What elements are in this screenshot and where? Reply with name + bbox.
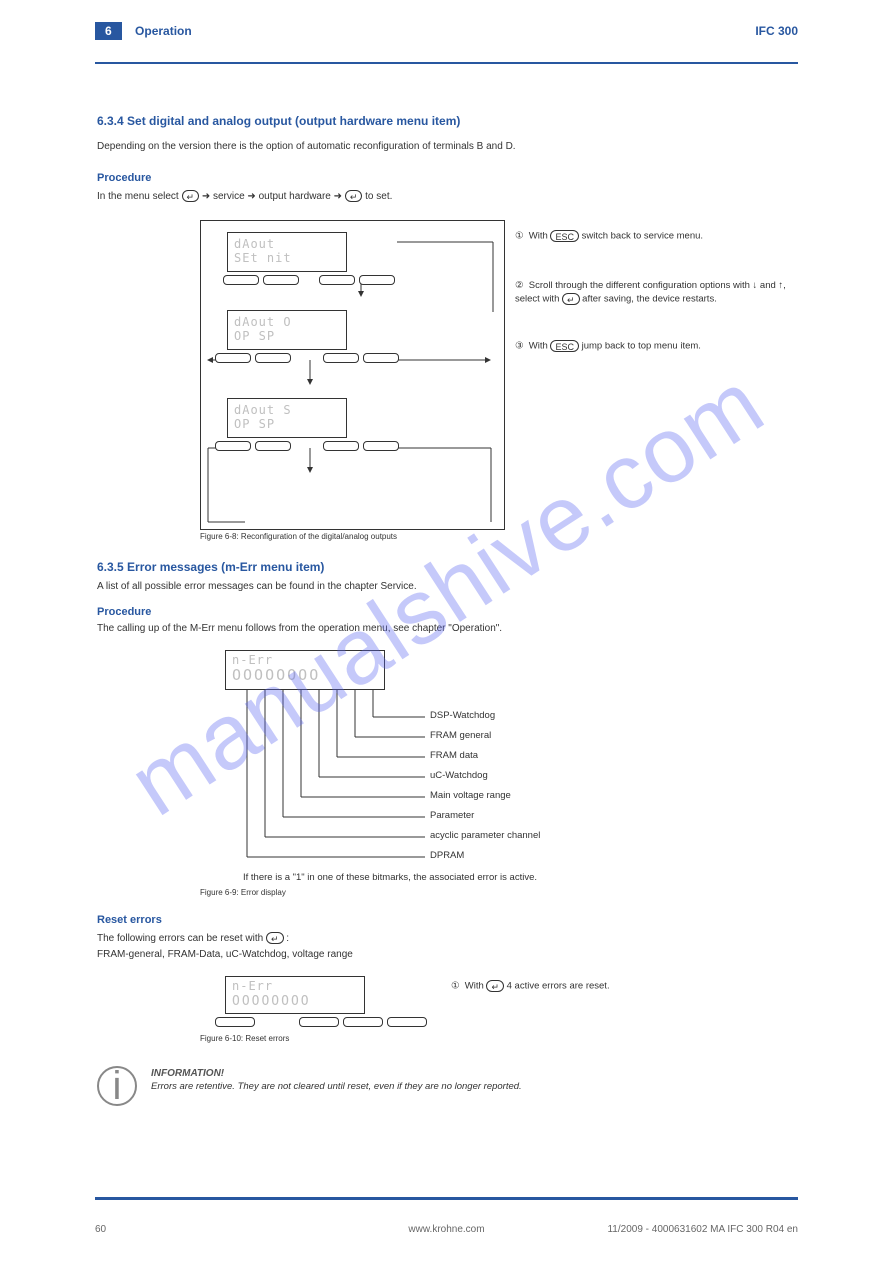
- fig1-caption: Figure 6-8: Reconfiguration of the digit…: [200, 532, 397, 541]
- fig3-btn-1: [215, 1017, 255, 1027]
- fig1-lcd-3-l1: dAout S: [234, 403, 340, 417]
- info-icon: i: [97, 1066, 137, 1106]
- procedure-heading-2: Procedure: [97, 606, 151, 618]
- key-enter-4: ↵: [266, 932, 284, 944]
- fig3-btn-2: [299, 1017, 339, 1027]
- fig2-label-8: DPRAM: [430, 850, 464, 863]
- fig1-btn-3-1: [215, 441, 251, 451]
- header-right: IFC 300: [755, 24, 798, 38]
- section-2-intro: A list of all possible error messages ca…: [97, 580, 797, 594]
- section-3-line2: FRAM-general, FRAM-Data, uC-Watchdog, vo…: [97, 948, 797, 962]
- fig3-lcd-l2: OOOOOOOO: [232, 993, 358, 1010]
- fig3-btn-3: [343, 1017, 383, 1027]
- info-box: i INFORMATION! Errors are retentive. The…: [97, 1066, 797, 1106]
- fig1-btn-3-4: [363, 441, 399, 451]
- fig3-caption-label: Figure 6-10:: [200, 1034, 243, 1043]
- fig1-btn-2-4: [363, 353, 399, 363]
- fig2-label-3: FRAM data: [430, 750, 478, 763]
- fig2-legend: If there is a "1" in one of these bitmar…: [243, 872, 783, 885]
- fig1-btn-2-3: [323, 353, 359, 363]
- header-left: 6 Operation: [95, 24, 192, 38]
- fig1-btn-2-2: [255, 353, 291, 363]
- fig1-caption-label: Figure 6-8:: [200, 532, 239, 541]
- footer-center: www.krohne.com: [408, 1224, 484, 1235]
- fig1-lcd-1-l1: dAout: [234, 237, 340, 251]
- header-left-text: Operation: [135, 24, 192, 38]
- procedure-line: In the menu select ↵ ➜ service ➜ output …: [97, 190, 797, 204]
- header-rule: [95, 62, 798, 64]
- fig2-lcd: n-Err OOOOOOOO: [225, 650, 385, 690]
- fig1-lcd-3-l2: OP SP: [234, 417, 340, 431]
- header-badge: 6: [95, 22, 122, 40]
- fig2-label-7: acyclic parameter channel: [430, 830, 540, 843]
- fig1-lcd-1-l2: SEt nit: [234, 251, 340, 265]
- section-2-proc: The calling up of the M-Err menu follows…: [97, 622, 797, 636]
- footer-right: 11/2009 - 4000631602 MA IFC 300 R04 en: [607, 1224, 798, 1235]
- fig1-btn-2-1: [215, 353, 251, 363]
- procedure-heading-1: Procedure: [97, 172, 151, 184]
- info-content: INFORMATION! Errors are retentive. They …: [151, 1066, 522, 1094]
- page: 6 Operation IFC 300 6.3.4 Set digital an…: [95, 62, 798, 1200]
- fig3-btn-4: [387, 1017, 427, 1027]
- key-enter-3: ↵: [562, 293, 580, 305]
- fig1-lcd-3: dAout S OP SP: [227, 398, 347, 438]
- section-3-line1: The following errors can be reset with ↵…: [97, 932, 797, 946]
- fig2-label-1: DSP-Watchdog: [430, 710, 495, 723]
- fig2-label-4: uC-Watchdog: [430, 770, 488, 783]
- fig1-lcd-2: dAout O OP SP: [227, 310, 347, 350]
- fig2-caption: Figure 6-9: Error display: [200, 888, 286, 897]
- section-1-title: 6.3.4 Set digital and analog output (out…: [97, 114, 460, 128]
- fig1-lcd-2-l1: dAout O: [234, 315, 340, 329]
- key-enter-1: ↵: [182, 190, 200, 202]
- fig2-label-5: Main voltage range: [430, 790, 511, 803]
- fig1-explain-1: ① With ESC switch back to service menu.: [515, 230, 795, 243]
- fig3-lcd-l1: n-Err: [232, 979, 358, 993]
- fig1-lcd-1: dAout SEt nit: [227, 232, 347, 272]
- fig2-caption-text: Error display: [241, 888, 286, 897]
- fig1-btn-1-1: [223, 275, 259, 285]
- key-esc-1: ESC: [550, 230, 579, 242]
- section-2-title: 6.3.5 Error messages (m-Err menu item): [97, 560, 324, 574]
- fig1-caption-text: Reconfiguration of the digital/analog ou…: [241, 532, 397, 541]
- fig2-caption-label: Figure 6-9:: [200, 888, 239, 897]
- fig2-lcd-l1: n-Err: [232, 653, 378, 667]
- footer-rule: [95, 1197, 798, 1200]
- fig1-btn-1-2: [263, 275, 299, 285]
- fig2-lcd-l2: OOOOOOOO: [232, 667, 378, 684]
- key-esc-2: ESC: [550, 340, 579, 352]
- key-enter-2: ↵: [345, 190, 363, 202]
- fig2-label-2: FRAM general: [430, 730, 491, 743]
- fig1-btn-3-3: [323, 441, 359, 451]
- section-1-intro: Depending on the version there is the op…: [97, 140, 797, 154]
- fig1-explain-2: ② Scroll through the different configura…: [515, 280, 795, 306]
- info-text: Errors are retentive. They are not clear…: [151, 1079, 522, 1094]
- footer-left: 60: [95, 1224, 106, 1235]
- fig3-lcd: n-Err OOOOOOOO: [225, 976, 365, 1014]
- fig1-explain-3: ③ With ESC jump back to top menu item.: [515, 340, 795, 353]
- fig2-label-6: Parameter: [430, 810, 474, 823]
- fig3-caption: Figure 6-10: Reset errors: [200, 1034, 289, 1043]
- key-enter-5: ↵: [486, 980, 504, 992]
- section-3-heading: Reset errors: [97, 914, 162, 926]
- info-title: INFORMATION!: [151, 1066, 522, 1079]
- fig3-caption-text: Reset errors: [245, 1034, 289, 1043]
- fig1-btn-1-3: [319, 275, 355, 285]
- fig1-btn-1-4: [359, 275, 395, 285]
- fig3-explain: ① With ↵ 4 active errors are reset.: [451, 980, 781, 993]
- fig1-btn-3-2: [255, 441, 291, 451]
- fig1-lcd-2-l2: OP SP: [234, 329, 340, 343]
